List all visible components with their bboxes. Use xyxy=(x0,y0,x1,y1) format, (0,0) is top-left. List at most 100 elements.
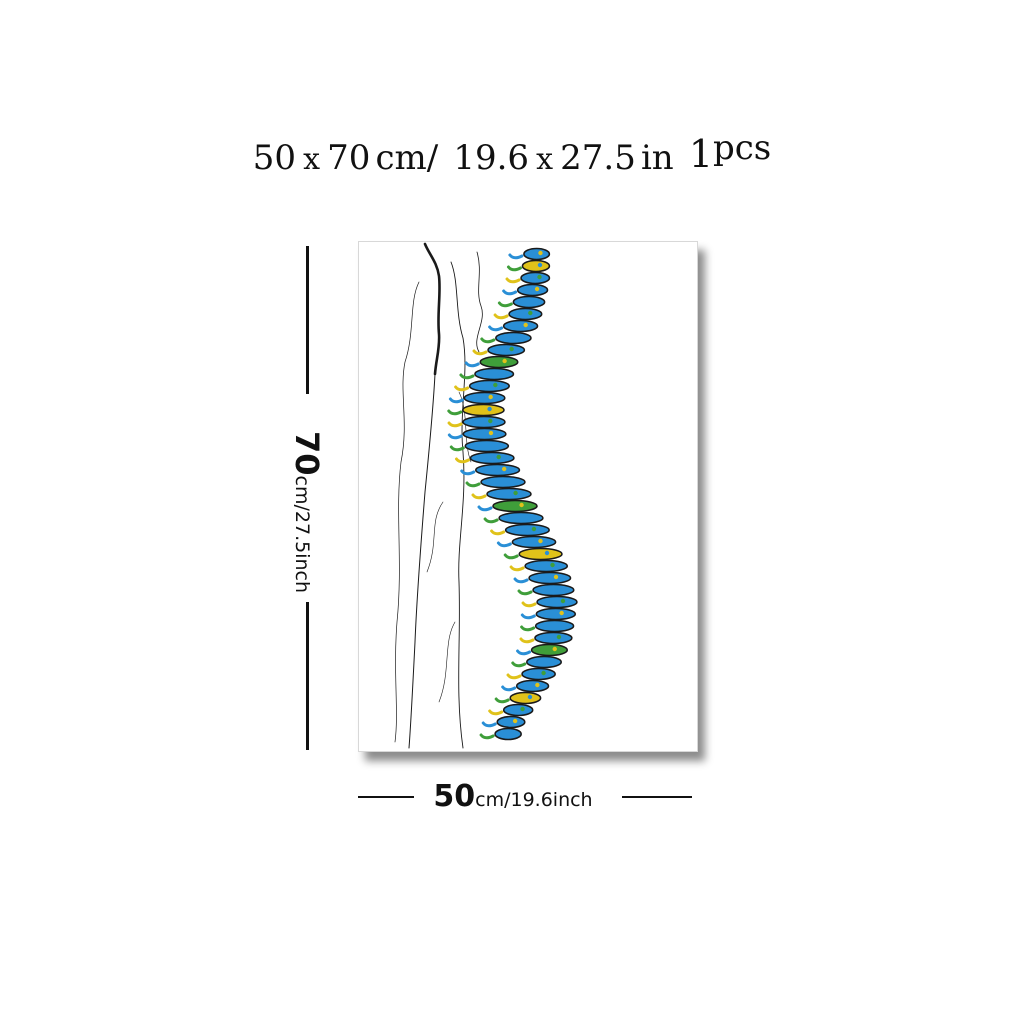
vertebra-process xyxy=(508,253,524,260)
paint-spot xyxy=(544,550,550,556)
vertebra xyxy=(462,427,507,441)
vertebra-process xyxy=(516,649,532,656)
vertebra-process xyxy=(511,661,527,668)
vertebra-process xyxy=(447,433,463,440)
paint-spot xyxy=(507,478,512,484)
vertebra-process xyxy=(449,445,465,452)
vertebra-process xyxy=(503,553,519,560)
vertebra-process xyxy=(472,349,488,356)
paint-spot xyxy=(552,646,557,652)
title-height-cm: 70 xyxy=(327,138,371,178)
vertebra-process xyxy=(496,541,512,548)
vertebra-process xyxy=(480,337,496,344)
title-separator: / xyxy=(426,138,439,178)
vertebra-process xyxy=(477,505,493,512)
paint-spot xyxy=(546,658,552,664)
vertebra xyxy=(494,727,522,741)
vertebra-process xyxy=(505,277,521,284)
vertebra xyxy=(530,643,569,657)
vertebra-process xyxy=(501,685,517,692)
vertebra xyxy=(515,679,550,693)
vertebra-process xyxy=(465,481,481,488)
paint-spot xyxy=(525,514,530,520)
vertebra-process xyxy=(506,265,522,272)
vertebra-process xyxy=(494,697,510,704)
paint-spot xyxy=(558,622,563,628)
paint-spot xyxy=(560,598,566,604)
vertebra-process xyxy=(448,397,464,404)
vertebra xyxy=(521,259,551,273)
paint-spot xyxy=(535,682,540,688)
vertebra xyxy=(534,619,575,633)
width-dimension-line-right xyxy=(622,796,692,798)
title-height-in: 27.5 xyxy=(560,138,636,178)
title-quantity: 1 xyxy=(688,132,713,176)
vertebra xyxy=(521,667,556,681)
spine-artwork xyxy=(394,242,578,749)
nerve-main xyxy=(423,242,441,376)
paint-spot xyxy=(509,730,515,736)
vertebra xyxy=(463,391,506,405)
paint-spot xyxy=(488,430,494,436)
vertebra xyxy=(492,499,538,513)
title-width-cm: 50 xyxy=(252,138,296,178)
paint-spot xyxy=(516,334,521,340)
paint-spot xyxy=(528,310,533,316)
paint-spot xyxy=(497,370,503,376)
vertebra xyxy=(532,583,575,597)
paint-spot xyxy=(488,418,493,424)
vertebra-process xyxy=(459,373,475,380)
height-number: 70 xyxy=(288,431,326,476)
nerve-thin-1 xyxy=(408,373,436,749)
paint-spot xyxy=(520,706,525,712)
product-size-title: 50 x 70 cm/ 19.6 x 27.5 in 1pcs xyxy=(0,128,1024,178)
vertebra-process xyxy=(483,517,499,524)
paint-spot xyxy=(512,718,518,724)
title-times-2: x xyxy=(536,142,554,177)
paint-spot xyxy=(559,610,564,616)
height-dimension-label: 70cm/27.5inch xyxy=(288,431,326,593)
vertebra xyxy=(486,487,532,501)
vertebra xyxy=(524,559,569,573)
vertebra xyxy=(480,475,526,489)
paint-spot xyxy=(523,322,528,328)
vertebra-process xyxy=(519,637,535,644)
width-dimension-label: 50cm/19.6inch xyxy=(400,780,626,814)
vertebra xyxy=(495,331,532,345)
vertebra-process xyxy=(488,325,504,332)
vertebra-process xyxy=(520,625,536,632)
vertebra xyxy=(479,355,519,369)
height-unit: cm/27.5inch xyxy=(291,475,313,594)
vertebra xyxy=(474,463,521,477)
vertebra-process xyxy=(517,589,533,596)
height-dimension-line-top xyxy=(306,246,309,394)
paint-spot xyxy=(488,394,493,400)
vertebra xyxy=(469,451,515,465)
paint-spot xyxy=(556,634,562,640)
vertebra xyxy=(468,379,510,393)
vertebra-process xyxy=(502,289,518,296)
nerve-thin-3 xyxy=(476,251,483,353)
paint-spot xyxy=(538,250,543,256)
title-unit-cm: cm xyxy=(375,138,427,178)
paint-spot xyxy=(513,490,518,496)
nerve-thin-4 xyxy=(394,281,420,743)
vertebra-process xyxy=(454,385,470,392)
vertebra xyxy=(535,607,577,621)
paint-spot xyxy=(502,358,507,364)
vertebra xyxy=(528,571,572,585)
vertebra-process xyxy=(513,577,529,584)
paint-spot xyxy=(493,382,498,388)
paint-spot xyxy=(541,670,546,676)
vertebra xyxy=(512,295,546,309)
vertebra-process xyxy=(506,673,522,680)
vertebra xyxy=(502,319,539,333)
vertebra-process xyxy=(481,721,497,728)
nerve-thin-2 xyxy=(450,261,466,749)
vertebra xyxy=(474,367,515,381)
vertebra xyxy=(464,439,510,453)
vertebra xyxy=(534,631,573,645)
vertebra xyxy=(498,511,544,525)
vertebra xyxy=(461,403,505,417)
vertebra xyxy=(502,703,534,717)
